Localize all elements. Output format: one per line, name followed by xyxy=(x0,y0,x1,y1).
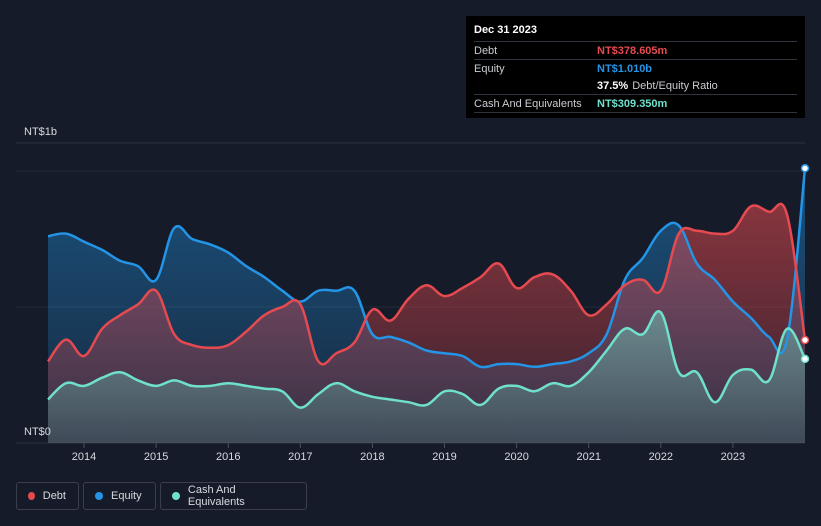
chart-legend: Debt Equity Cash And Equivalents xyxy=(16,482,307,510)
x-axis-ticks: 2014 2015 2016 2017 2018 2019 2020 2021 2022 2023 xyxy=(72,443,745,463)
equity-end-marker xyxy=(800,164,810,173)
tooltip-cash-value: NT$309.350m xyxy=(597,97,668,110)
debt-line xyxy=(46,202,807,366)
equity-dot-icon xyxy=(95,492,103,500)
x-tick-label-2022: 2022 xyxy=(649,451,673,463)
x-tick-label-2023: 2023 xyxy=(721,451,745,463)
x-tick-label-2018: 2018 xyxy=(360,451,384,463)
x-tick-label-2021: 2021 xyxy=(576,451,600,463)
x-tick-label-2019: 2019 xyxy=(432,451,456,463)
legend-item-equity[interactable]: Equity xyxy=(83,482,156,510)
legend-equity-label: Equity xyxy=(111,490,142,502)
x-tick-label-2016: 2016 xyxy=(216,451,240,463)
tooltip-ratio-label: Debt/Equity Ratio xyxy=(632,79,718,92)
series-areas xyxy=(48,168,805,444)
series-lines xyxy=(46,168,807,409)
tooltip-equity-label: Equity xyxy=(474,62,505,75)
tooltip-equity-row: Equity NT$1.010b xyxy=(474,59,797,77)
x-tick-label-2014: 2014 xyxy=(72,451,96,463)
tooltip-debt-row: Debt NT$378.605m xyxy=(474,41,797,59)
equity-line xyxy=(47,168,807,369)
tooltip-panel: Dec 31 2023 Debt NT$378.605m Equity NT$1… xyxy=(466,16,805,118)
cash-end-marker xyxy=(800,354,810,364)
debt-dot-icon xyxy=(28,492,35,500)
x-tick-label-2017: 2017 xyxy=(288,451,312,463)
tooltip-ratio-row: 37.5% Debt/Equity Ratio xyxy=(474,77,797,94)
cash-area xyxy=(48,311,805,443)
y-axis-top-label: NT$1b xyxy=(24,126,57,138)
tooltip-cash-label: Cash And Equivalents xyxy=(474,97,582,110)
tooltip-date: Dec 31 2023 xyxy=(474,24,537,36)
tooltip-debt-value: NT$378.605m xyxy=(597,44,668,57)
tooltip-cash-row: Cash And Equivalents NT$309.350m xyxy=(474,94,797,113)
legend-item-cash[interactable]: Cash And Equivalents xyxy=(160,482,307,510)
debt-end-marker xyxy=(800,335,810,345)
legend-cash-label: Cash And Equivalents xyxy=(187,484,245,508)
tooltip-ratio-value: 37.5% xyxy=(597,79,629,92)
cash-dot-icon xyxy=(172,492,180,500)
cash-line xyxy=(47,310,807,409)
y-axis-bottom-label: NT$0 xyxy=(24,426,51,438)
tooltip-debt-label: Debt xyxy=(474,44,498,57)
x-tick-label-2020: 2020 xyxy=(504,451,528,463)
tooltip-equity-value: NT$1.010b xyxy=(597,62,653,75)
x-tick-label-2015: 2015 xyxy=(144,451,168,463)
legend-debt-label: Debt xyxy=(42,490,66,502)
legend-item-debt[interactable]: Debt xyxy=(16,482,79,510)
end-markers xyxy=(800,164,810,364)
